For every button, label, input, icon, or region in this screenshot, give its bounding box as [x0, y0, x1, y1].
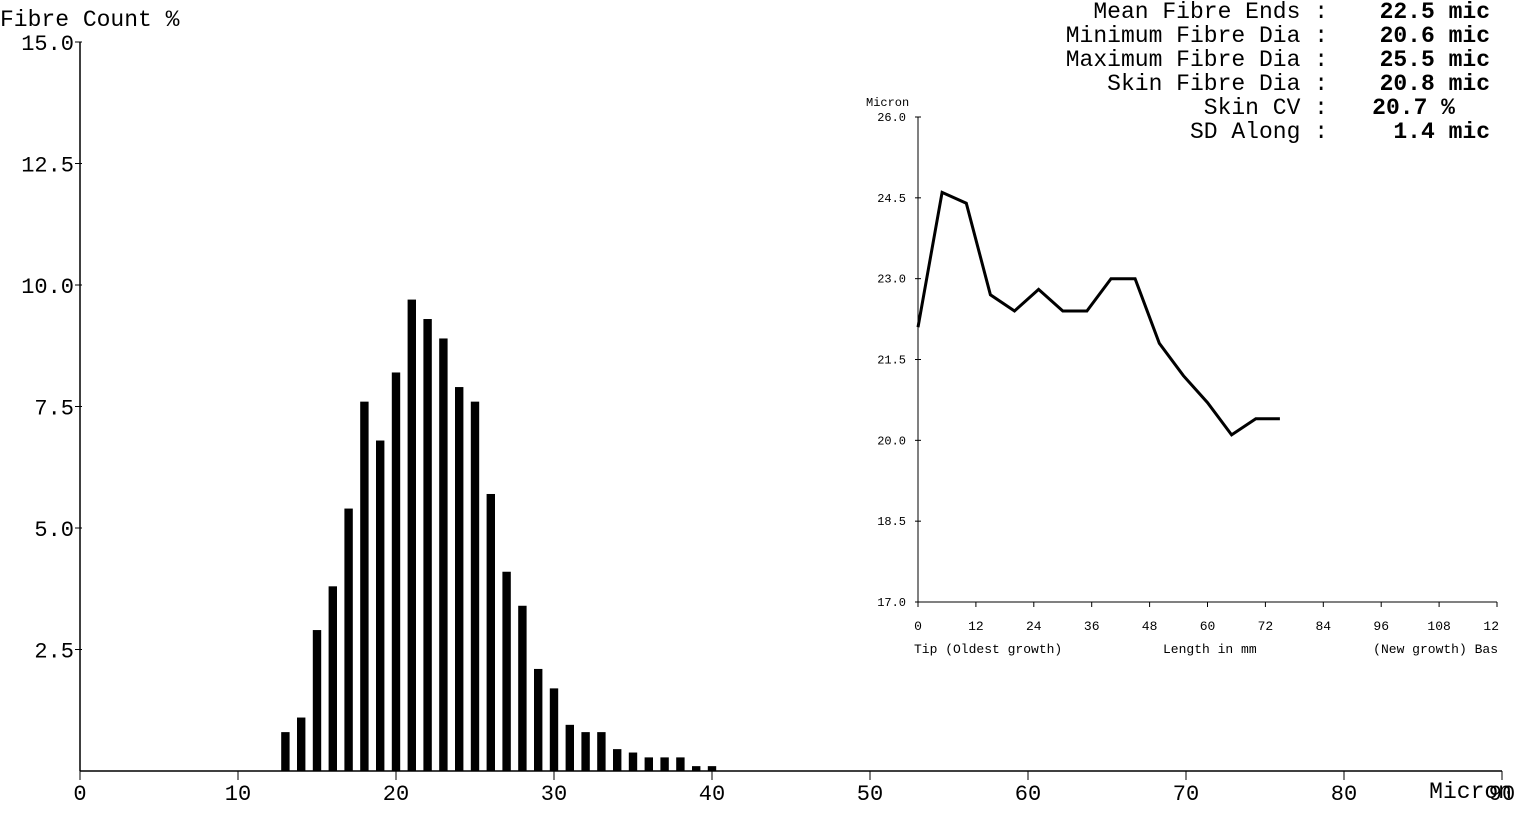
profile-y-tick-label: 23.0 [877, 273, 906, 287]
profile-x-tick-label: 72 [1258, 619, 1274, 634]
stat-label-skin-cv: Skin CV : [1204, 95, 1328, 121]
histogram-bar [502, 571, 511, 771]
stat-value-sd-along: 1.4 mic [1393, 119, 1490, 145]
histogram-bar [407, 299, 416, 771]
histogram-bar [549, 688, 559, 771]
histogram-y-tick-label: 5.0 [34, 518, 74, 543]
histogram-x-tick-label: 60 [1015, 782, 1041, 807]
profile-x-tick-label: 96 [1373, 619, 1389, 634]
histogram-x-tick-label: 20 [383, 782, 409, 807]
profile-y-tick-label: 17.0 [877, 596, 906, 610]
stat-value-skin-fibre-dia: 20.8 mic [1380, 71, 1490, 97]
profile-x-axis-label: Length in mm [1163, 642, 1257, 657]
profile-x-label-right: (New growth) Bas [1373, 642, 1498, 657]
profile-series-line [916, 190, 1280, 437]
profile-x-tick-label: 60 [1200, 619, 1216, 634]
profile-line-series [916, 190, 1280, 437]
profile-x-tick-label: 12 [1483, 619, 1499, 634]
histogram-bar [423, 319, 432, 771]
histogram-bar [360, 401, 369, 771]
profile-x-tick-label: 0 [914, 619, 922, 634]
histogram-bar [613, 749, 622, 771]
profile-y-tick-label: 26.0 [877, 111, 906, 125]
histogram-bar [455, 387, 464, 771]
histogram-y-tick-label: 7.5 [34, 397, 74, 422]
histogram-bar [344, 508, 353, 771]
profile-y-tick-label: 21.5 [877, 354, 906, 368]
histogram-x-tick-label: 70 [1173, 782, 1199, 807]
profile-axes: 17.0 18.5 20.0 21.5 23.0 24.5 26.0 0 12 24 36 48 60 7… [877, 111, 1499, 634]
histogram-bar [328, 586, 337, 771]
histogram-bar [534, 668, 543, 771]
histogram-bar [660, 757, 669, 771]
profile-x-tick-label: 48 [1142, 619, 1158, 634]
histogram-bar [312, 630, 322, 771]
histogram-x-tick-label: 0 [73, 782, 86, 807]
histogram-bar [297, 717, 306, 771]
diameter-profile-chart: Micron Tip (Oldest growth) Length in mm … [866, 96, 1499, 657]
histogram-bar [486, 493, 495, 771]
stat-label-mean-fibre-ends: Mean Fibre Ends : [1093, 0, 1328, 25]
profile-y-tick-label: 24.5 [877, 192, 906, 206]
histogram-x-tick-label: 40 [699, 782, 725, 807]
histogram-x-tick-label: 30 [541, 782, 567, 807]
histogram-bar [581, 732, 590, 771]
histogram-bar [644, 757, 653, 771]
stat-value-maximum-fibre-dia: 25.5 mic [1380, 47, 1490, 73]
profile-x-tick-label: 108 [1427, 619, 1450, 634]
histogram-bar [470, 401, 480, 771]
histogram-x-tick-label: 90 [1489, 782, 1515, 807]
profile-x-tick-label: 24 [1026, 619, 1042, 634]
profile-y-axis-label: Micron [866, 96, 909, 110]
histogram-y-axis-label: Fibre Count % [0, 7, 180, 33]
stat-label-skin-fibre-dia: Skin Fibre Dia : [1107, 71, 1328, 97]
histogram-x-axis-label: Micron [1429, 779, 1512, 805]
stat-value-mean-fibre-ends: 22.5 mic [1380, 0, 1490, 25]
profile-y-tick-label: 18.5 [877, 515, 906, 529]
histogram-y-tick-label: 12.5 [21, 154, 74, 179]
fibre-count-histogram: Fibre Count % Micron 0 10 20 30 40 50 60 70 80 90… [0, 7, 1515, 807]
histogram-bar [597, 732, 606, 771]
profile-x-tick-label: 36 [1084, 619, 1100, 634]
stat-label-minimum-fibre-dia: Minimum Fibre Dia : [1066, 23, 1328, 49]
histogram-axes: 0 10 20 30 40 50 60 70 80 90 2.5 5.0 7.5 10.0 12.5 15.0 [21, 32, 1515, 807]
histogram-bar [565, 724, 574, 771]
stat-value-skin-cv: 20.7 % [1372, 95, 1455, 121]
histogram-bars [281, 299, 717, 771]
fibre-statistics: Mean Fibre Ends : 22.5 mic Minimum Fibre… [1066, 0, 1490, 145]
histogram-bar [676, 757, 685, 771]
histogram-bar [707, 766, 717, 771]
profile-x-tick-label: 84 [1315, 619, 1331, 634]
stat-value-minimum-fibre-dia: 20.6 mic [1380, 23, 1490, 49]
histogram-y-tick-label: 15.0 [21, 32, 74, 57]
histogram-bar [518, 605, 527, 771]
histogram-bar [692, 766, 701, 771]
histogram-bar [376, 440, 385, 771]
histogram-x-tick-label: 10 [225, 782, 251, 807]
histogram-y-tick-label: 10.0 [21, 275, 74, 300]
profile-y-tick-label: 20.0 [877, 434, 906, 448]
profile-x-label-left: Tip (Oldest growth) [914, 642, 1062, 657]
profile-x-tick-label: 12 [968, 619, 984, 634]
histogram-bar [628, 752, 638, 771]
stat-label-sd-along: SD Along : [1190, 119, 1328, 145]
histogram-y-tick-label: 2.5 [34, 640, 74, 665]
stat-label-maximum-fibre-dia: Maximum Fibre Dia : [1066, 47, 1328, 73]
histogram-bar [439, 338, 448, 771]
histogram-x-tick-label: 50 [857, 782, 883, 807]
histogram-bar [281, 732, 290, 771]
histogram-bar [391, 372, 401, 771]
histogram-x-tick-label: 80 [1331, 782, 1357, 807]
